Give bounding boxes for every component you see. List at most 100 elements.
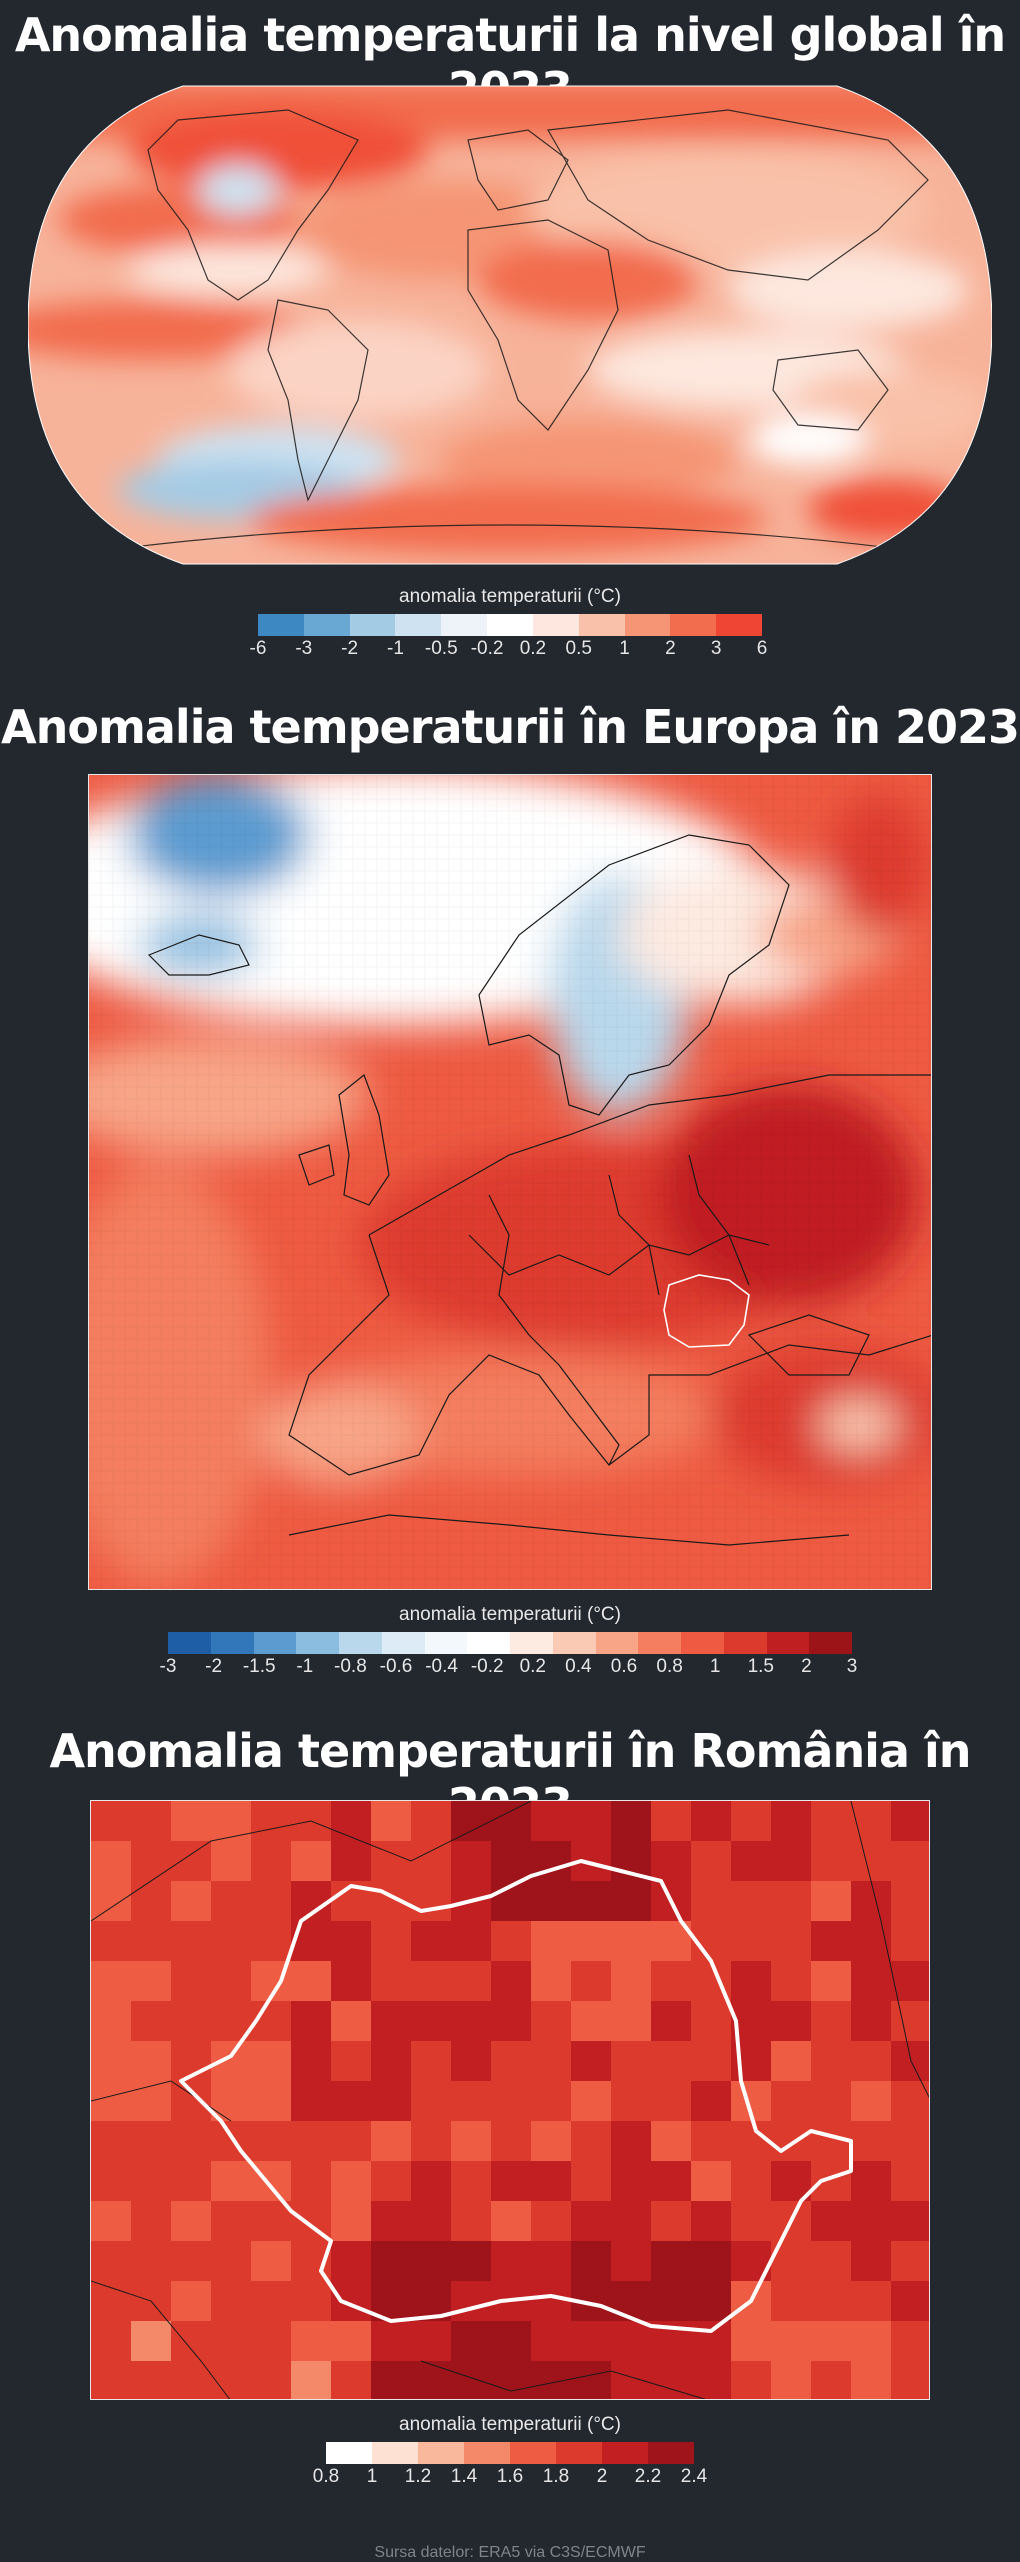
raster-cell	[731, 2201, 771, 2241]
colorbar-segment	[681, 1632, 724, 1654]
raster-cell	[811, 2161, 851, 2201]
raster-cell	[691, 2201, 731, 2241]
raster-cell	[211, 1961, 251, 2001]
colorbar-segment	[510, 2442, 556, 2464]
colorbar-segment	[578, 614, 625, 636]
raster-cell	[331, 1921, 371, 1961]
raster-cell	[891, 2361, 929, 2399]
raster-cell	[691, 2001, 731, 2041]
raster-cell	[611, 2161, 651, 2201]
raster-cell	[251, 2041, 291, 2081]
colorbar-tick-label: 0.6	[610, 1656, 638, 1677]
raster-cell	[331, 2001, 371, 2041]
raster-cell	[131, 2361, 171, 2399]
raster-cell	[811, 2201, 851, 2241]
colorbar-tick-label: -0.6	[379, 1656, 413, 1677]
colorbar-tick-label: -0.4	[425, 1656, 458, 1677]
raster-cell	[371, 2361, 411, 2399]
raster-cell	[691, 2321, 731, 2361]
raster-cell	[291, 2361, 331, 2399]
raster-cell	[891, 2161, 929, 2201]
raster-cell	[91, 1921, 131, 1961]
raster-cell	[331, 2121, 371, 2161]
raster-cell	[531, 2321, 571, 2361]
raster-cell	[731, 1801, 771, 1841]
raster-cell	[611, 2001, 651, 2041]
raster-cell	[691, 1841, 731, 1881]
raster-cell	[811, 1921, 851, 1961]
raster-cell	[891, 2081, 929, 2121]
raster-cell	[811, 2361, 851, 2399]
raster-cell	[611, 2361, 651, 2399]
raster-cell	[411, 2041, 451, 2081]
raster-cell	[891, 1881, 929, 1921]
raster-cell	[771, 1921, 811, 1961]
colorbar-tick-label: 1.8	[542, 2466, 570, 2487]
raster-cell	[211, 2161, 251, 2201]
raster-cell	[491, 2161, 531, 2201]
raster-cell	[371, 1921, 411, 1961]
raster-cell	[491, 2361, 531, 2399]
raster-cell	[731, 1921, 771, 1961]
raster-cell	[371, 1801, 411, 1841]
raster-cell	[731, 1961, 771, 2001]
colorbar-tick-label: 0.8	[312, 2466, 340, 2487]
raster-cell	[491, 2081, 531, 2121]
raster-cell	[211, 2361, 251, 2399]
raster-cell	[371, 2041, 411, 2081]
colorbar-tick-label: 2	[801, 1656, 812, 1677]
raster-cell	[451, 1921, 491, 1961]
colorbar-tick-label: -2	[205, 1656, 223, 1677]
raster-cell	[171, 2121, 211, 2161]
raster-cell	[771, 1841, 811, 1881]
raster-cell	[571, 2041, 611, 2081]
colorbar-segment	[381, 1632, 425, 1654]
raster-cell	[491, 1841, 531, 1881]
raster-cell	[691, 2281, 731, 2321]
raster-cell	[771, 2001, 811, 2041]
raster-cell	[811, 1801, 851, 1841]
raster-cell	[451, 2201, 491, 2241]
raster-cell	[411, 1801, 451, 1841]
raster-cell	[451, 2001, 491, 2041]
raster-cell	[491, 2321, 531, 2361]
raster-cell	[211, 2241, 251, 2281]
raster-cell	[251, 2161, 291, 2201]
raster-cell	[291, 2121, 331, 2161]
colorbar-tick-label: -0.5	[424, 638, 458, 659]
raster-cell	[291, 2321, 331, 2361]
colorbar-tick-label: 2	[596, 2466, 608, 2487]
raster-cell	[611, 2121, 651, 2161]
raster-cell	[891, 2321, 929, 2361]
raster-cell	[851, 1961, 891, 2001]
colorbar-segment	[638, 1632, 681, 1654]
raster-cell	[571, 2241, 611, 2281]
raster-cell	[691, 1801, 731, 1841]
colorbar-tick-label: 2	[665, 638, 676, 659]
colorbar-tick-label: 6	[756, 638, 768, 659]
raster-cell	[851, 2361, 891, 2399]
raster-cell	[451, 2041, 491, 2081]
raster-cell	[171, 2201, 211, 2241]
raster-cell	[211, 2321, 251, 2361]
raster-cell	[451, 2361, 491, 2399]
raster-cell	[451, 2281, 491, 2321]
colorbar-segment	[809, 1632, 852, 1654]
raster-cell	[531, 2001, 571, 2041]
raster-cell	[411, 2361, 451, 2399]
colorbar-segment	[424, 1632, 468, 1654]
raster-cell	[531, 2241, 571, 2281]
raster-cell	[451, 2121, 491, 2161]
raster-cell	[891, 2201, 929, 2241]
raster-cell	[331, 1961, 371, 2001]
raster-cell	[651, 1961, 691, 2001]
colorbar-segment	[467, 1632, 510, 1654]
raster-cell	[91, 2121, 131, 2161]
colorbar-segment	[349, 614, 396, 636]
raster-cell	[531, 2281, 571, 2321]
raster-cell	[891, 1801, 929, 1841]
colorbar-segment	[168, 1632, 211, 1654]
raster-cell	[771, 2081, 811, 2121]
raster-cell	[691, 2241, 731, 2281]
colorbar-segment	[595, 1632, 639, 1654]
